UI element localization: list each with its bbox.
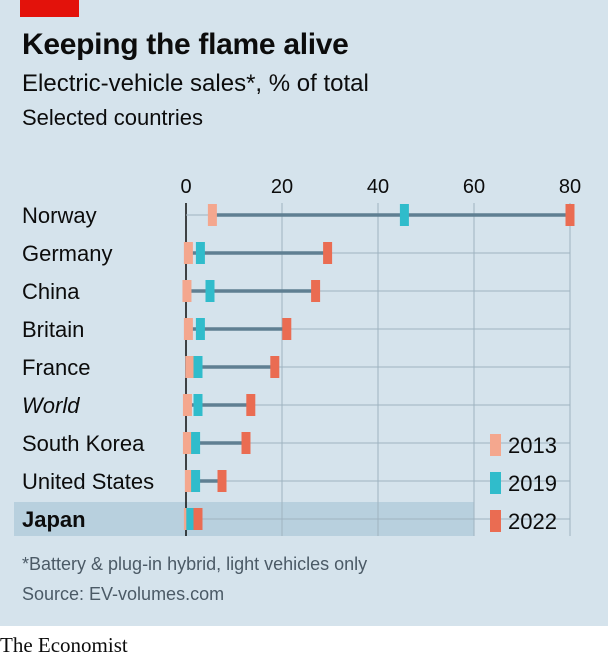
- x-tick-label-0: 0: [180, 176, 191, 198]
- marker-south-korea-2013: [182, 432, 192, 454]
- marker-south-korea-2019: [191, 432, 201, 454]
- legend-swatch-2013: [490, 434, 501, 456]
- marker-norway-2019: [399, 204, 409, 226]
- marker-france-2013: [185, 356, 195, 378]
- row-label-japan: Japan: [22, 507, 86, 532]
- legend-label-2019: 2019: [508, 471, 557, 496]
- row-label-united-states: United States: [22, 469, 154, 494]
- x-tick-label-40: 40: [367, 176, 389, 198]
- marker-japan-2022: [193, 508, 203, 530]
- marker-china-2022: [311, 280, 321, 302]
- brand-red-tag: [20, 0, 79, 17]
- x-tick-label-60: 60: [463, 176, 485, 198]
- chart-panel: Keeping the flame alive Electric-vehicle…: [0, 0, 608, 626]
- marker-world-2019: [193, 394, 203, 416]
- row-label-china: China: [22, 279, 80, 304]
- marker-united-states-2022: [217, 470, 227, 492]
- marker-south-korea-2022: [241, 432, 251, 454]
- chart-title: Keeping the flame alive: [22, 28, 349, 61]
- row-label-germany: Germany: [22, 241, 112, 266]
- legend-swatch-2019: [490, 472, 501, 494]
- x-tick-label-20: 20: [271, 176, 293, 198]
- economist-brand: The Economist: [0, 633, 128, 657]
- marker-china-2019: [205, 280, 215, 302]
- marker-united-states-2019: [191, 470, 201, 492]
- footnote: *Battery & plug-in hybrid, light vehicle…: [22, 554, 368, 574]
- legend-label-2022: 2022: [508, 509, 557, 534]
- dot-range-chart: 0 20 40 60 80 Norway Germany China Britain France…: [14, 176, 581, 536]
- marker-britain-2013: [183, 318, 193, 340]
- chart-subtitle: Electric-vehicle sales*, % of total: [22, 70, 369, 97]
- chart-subtitle-secondary: Selected countries: [22, 105, 203, 130]
- x-tick-label-80: 80: [559, 176, 581, 198]
- legend-label-2013: 2013: [508, 433, 557, 458]
- row-label-britain: Britain: [22, 317, 84, 342]
- row-label-south-korea: South Korea: [22, 431, 145, 456]
- marker-norway-2022: [565, 204, 575, 226]
- marker-world-2022: [246, 394, 256, 416]
- row-label-france: France: [22, 355, 90, 380]
- marker-france-2022: [270, 356, 280, 378]
- marker-norway-2013: [207, 204, 217, 226]
- marker-japan-2019: [186, 508, 196, 530]
- source-note: Source: EV-volumes.com: [22, 584, 225, 604]
- row-label-norway: Norway: [22, 203, 97, 228]
- marker-world-2013: [182, 394, 192, 416]
- marker-china-2013: [182, 280, 192, 302]
- marker-germany-2013: [183, 242, 193, 264]
- marker-britain-2019: [195, 318, 205, 340]
- marker-britain-2022: [282, 318, 292, 340]
- row-label-world: World: [22, 393, 80, 418]
- marker-germany-2019: [195, 242, 205, 264]
- marker-germany-2022: [323, 242, 333, 264]
- marker-france-2019: [193, 356, 203, 378]
- marker-united-states-2013: [184, 470, 194, 492]
- legend-swatch-2022: [490, 510, 501, 532]
